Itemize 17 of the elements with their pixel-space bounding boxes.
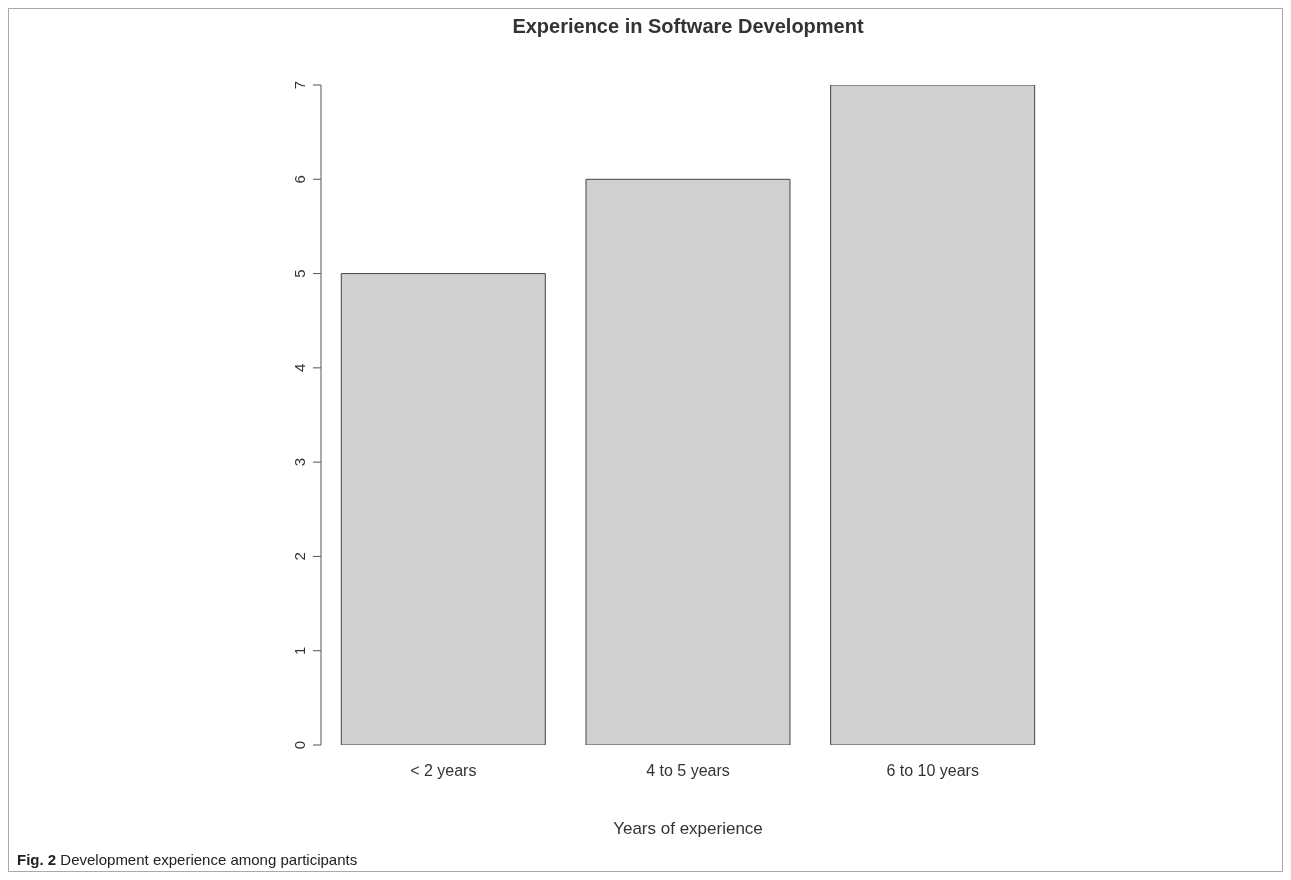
x-tick-label: 4 to 5 years — [646, 762, 730, 780]
x-tick-label: 6 to 10 years — [886, 762, 979, 780]
y-tick-label: 5 — [291, 269, 308, 278]
y-tick-label: 7 — [291, 80, 308, 90]
y-tick-label: 6 — [291, 175, 308, 184]
chart-title: Experience in Software Development — [511, 15, 865, 38]
bar — [830, 85, 1036, 745]
caption: Fig. 2 Development experience among participants — [17, 851, 358, 868]
y-tick-label: 3 — [291, 457, 308, 467]
y-tick-label: 1 — [291, 646, 308, 655]
bar — [585, 178, 791, 745]
bar — [340, 273, 546, 745]
x-axis-title: Years of experience — [612, 819, 764, 839]
x-tick-label: < 2 years — [410, 762, 477, 780]
y-tick-label: 0 — [291, 740, 308, 750]
y-tick-label: 2 — [291, 552, 308, 561]
y-tick-label: 4 — [291, 363, 308, 373]
